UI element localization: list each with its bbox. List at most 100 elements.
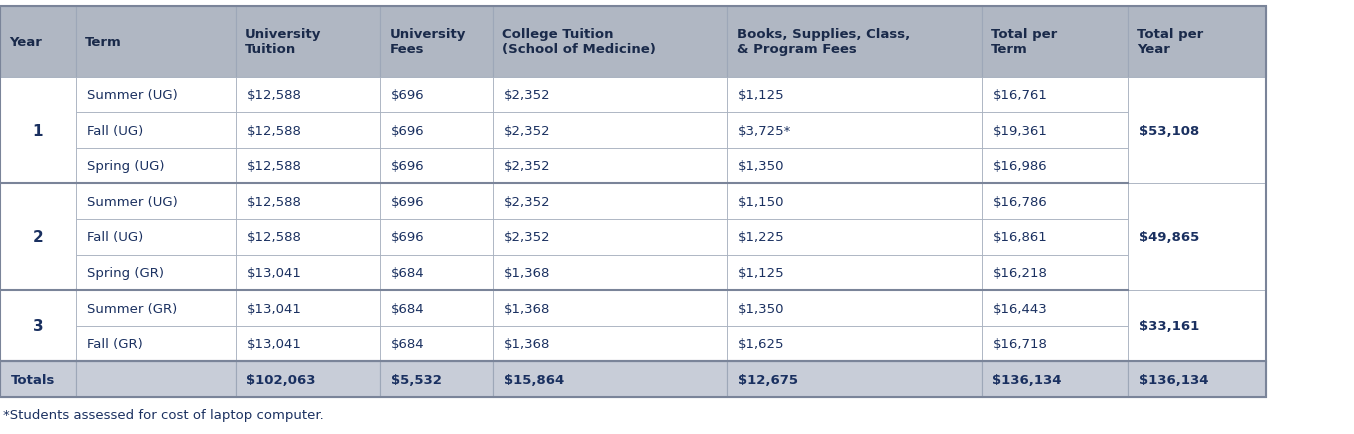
Text: $33,161: $33,161 (1139, 319, 1198, 332)
Text: $12,588: $12,588 (246, 231, 302, 244)
Bar (0, 184, 76, 291)
Bar (76, 326, 236, 362)
Text: $1,368: $1,368 (504, 302, 550, 315)
Text: $684: $684 (391, 266, 425, 279)
Bar (236, 113, 380, 148)
Text: $2,352: $2,352 (504, 124, 550, 137)
Bar (380, 291, 493, 326)
Bar (380, 220, 493, 255)
Bar (727, 184, 982, 220)
Bar (727, 326, 982, 362)
Bar (982, 184, 1128, 220)
Text: College Tuition
(School of Medicine): College Tuition (School of Medicine) (502, 28, 657, 56)
Bar (493, 148, 727, 184)
Text: $16,218: $16,218 (992, 266, 1048, 279)
Bar (727, 255, 982, 291)
Bar (982, 220, 1128, 255)
Text: $696: $696 (391, 195, 425, 208)
Bar (1128, 7, 1266, 78)
Bar (76, 184, 236, 220)
Text: Summer (UG): Summer (UG) (87, 195, 177, 208)
Text: 2: 2 (32, 230, 43, 245)
Text: $1,225: $1,225 (738, 231, 784, 244)
Bar (727, 148, 982, 184)
Bar (982, 7, 1128, 78)
Text: $12,588: $12,588 (246, 124, 302, 137)
Text: $1,350: $1,350 (738, 302, 784, 315)
Bar (493, 7, 727, 78)
Bar (493, 362, 727, 397)
Text: Fall (UG): Fall (UG) (87, 231, 144, 244)
Text: $684: $684 (391, 337, 425, 350)
Bar (982, 326, 1128, 362)
Text: $16,786: $16,786 (992, 195, 1047, 208)
Bar (727, 220, 982, 255)
Bar (0, 78, 76, 184)
Bar (493, 255, 727, 291)
Text: $16,718: $16,718 (992, 337, 1048, 350)
Text: $13,041: $13,041 (246, 266, 302, 279)
Text: Totals: Totals (11, 373, 56, 386)
Bar (493, 113, 727, 148)
Bar (982, 291, 1128, 326)
Bar (1128, 184, 1266, 291)
Bar (982, 362, 1128, 397)
Text: $13,041: $13,041 (246, 302, 302, 315)
Text: Year: Year (9, 36, 42, 49)
Text: $16,861: $16,861 (992, 231, 1047, 244)
Bar (76, 291, 236, 326)
Text: $15,864: $15,864 (504, 373, 563, 386)
Text: $1,125: $1,125 (738, 89, 784, 102)
Bar (1128, 362, 1266, 397)
Bar (727, 78, 982, 113)
Text: $696: $696 (391, 231, 425, 244)
Text: $696: $696 (391, 160, 425, 173)
Bar (493, 220, 727, 255)
Bar (380, 78, 493, 113)
Bar (76, 7, 236, 78)
Bar (380, 148, 493, 184)
Bar (0, 7, 76, 78)
Bar (76, 148, 236, 184)
Bar (76, 113, 236, 148)
Text: University
Tuition: University Tuition (245, 28, 321, 56)
Text: $16,986: $16,986 (992, 160, 1047, 173)
Text: $2,352: $2,352 (504, 89, 550, 102)
Bar (982, 113, 1128, 148)
Bar (0, 7, 1266, 397)
Bar (380, 184, 493, 220)
Text: $3,725*: $3,725* (738, 124, 791, 137)
Text: $12,675: $12,675 (738, 373, 798, 386)
Bar (236, 255, 380, 291)
Text: Term: Term (85, 36, 122, 49)
Text: Summer (UG): Summer (UG) (87, 89, 177, 102)
Text: Spring (UG): Spring (UG) (87, 160, 164, 173)
Bar (982, 148, 1128, 184)
Bar (380, 255, 493, 291)
Bar (236, 7, 380, 78)
Bar (76, 362, 236, 397)
Text: $136,134: $136,134 (992, 373, 1062, 386)
Bar (236, 362, 380, 397)
Text: $19,361: $19,361 (992, 124, 1048, 137)
Bar (982, 255, 1128, 291)
Text: $12,588: $12,588 (246, 160, 302, 173)
Text: $12,588: $12,588 (246, 195, 302, 208)
Text: $1,350: $1,350 (738, 160, 784, 173)
Text: 1: 1 (32, 123, 43, 138)
Text: $1,368: $1,368 (504, 266, 550, 279)
Text: University
Fees: University Fees (390, 28, 466, 56)
Bar (727, 362, 982, 397)
Bar (380, 7, 493, 78)
Text: $696: $696 (391, 124, 425, 137)
Text: $53,108: $53,108 (1139, 124, 1198, 137)
Bar (236, 326, 380, 362)
Text: Books, Supplies, Class,
& Program Fees: Books, Supplies, Class, & Program Fees (737, 28, 910, 56)
Text: $684: $684 (391, 302, 425, 315)
Bar (380, 113, 493, 148)
Text: $102,063: $102,063 (246, 373, 315, 386)
Bar (727, 113, 982, 148)
Text: Summer (GR): Summer (GR) (87, 302, 177, 315)
Text: $2,352: $2,352 (504, 160, 550, 173)
Bar (1128, 291, 1266, 362)
